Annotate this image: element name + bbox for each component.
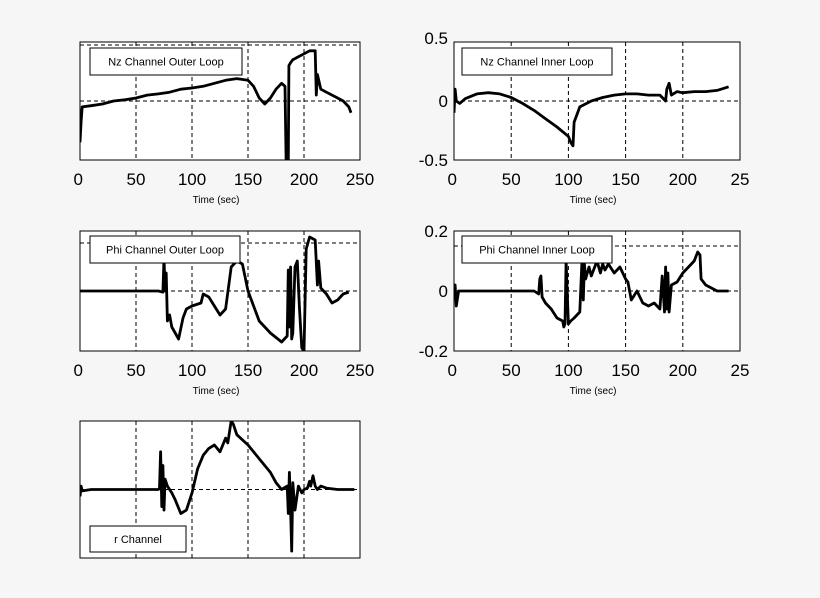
y-tick-label: 0: [439, 282, 448, 301]
legend-label: Phi Channel Inner Loop: [479, 245, 595, 257]
x-tick-label: 50: [127, 170, 146, 189]
x-tick-label: 150: [611, 361, 639, 380]
panel-1: Nz Channel Outer Loop 0 50 100 150 200 250 Time…: [74, 41, 374, 206]
x-tick-label: 150: [611, 170, 639, 189]
legend-box: [461, 235, 613, 264]
x-tick-label: 250: [346, 361, 374, 380]
x-tick-label: 0: [74, 361, 83, 380]
x-tick-label: 200: [290, 361, 318, 380]
axes-frame: [79, 420, 361, 559]
x-tick-label: 250: [346, 170, 374, 189]
legend-box: [461, 47, 613, 76]
x-tick-label: 100: [554, 170, 582, 189]
legend-box: [89, 525, 187, 553]
x-tick-label: 50: [502, 361, 521, 380]
y-tick-label: 0.5: [424, 29, 448, 48]
x-tick-label: 0: [74, 170, 83, 189]
panel-4: Phi Channel Inner Loop 0 50 100 150 200 25 Time…: [419, 222, 750, 397]
series-line: [80, 235, 350, 351]
x-tick-label: 0: [448, 361, 457, 380]
x-tick-label: 200: [290, 170, 318, 189]
panel-3: Phi Channel Outer Loop 0 50 100 150 200 250 Tim…: [74, 230, 374, 397]
x-axis-label: Time (sec): [193, 195, 240, 206]
x-axis-label: Time (sec): [193, 386, 240, 397]
series-line: [454, 81, 730, 148]
panel-2: Nz Channel Inner Loop 0 50 100 150 200 25 Time …: [419, 29, 750, 206]
x-tick-label: 100: [178, 361, 206, 380]
legend-label: Phi Channel Outer Loop: [106, 245, 224, 257]
x-tick-label: 50: [127, 361, 146, 380]
y-tick-label: -0.5: [419, 151, 448, 170]
legend-box: [89, 47, 243, 76]
axes-frame: [453, 230, 741, 352]
y-tick-label: -0.2: [419, 342, 448, 361]
legend-label: r Channel: [114, 534, 162, 546]
panel-5: r Channel: [79, 420, 361, 559]
y-tick-label: 0.2: [424, 222, 448, 241]
x-tick-label: 100: [554, 361, 582, 380]
x-tick-label: 25: [731, 170, 750, 189]
series-line: [80, 421, 355, 553]
axes-frame: [79, 230, 361, 352]
x-tick-label: 200: [669, 170, 697, 189]
y-tick-label: 0: [439, 92, 448, 111]
x-tick-label: 200: [669, 361, 697, 380]
legend-label: Nz Channel Inner Loop: [480, 57, 593, 69]
x-tick-label: 50: [502, 170, 521, 189]
legend-label: Nz Channel Outer Loop: [108, 57, 224, 69]
x-tick-label: 25: [731, 361, 750, 380]
x-axis-label: Time (sec): [570, 195, 617, 206]
x-tick-label: 100: [178, 170, 206, 189]
x-tick-label: 150: [234, 170, 262, 189]
x-tick-label: 0: [448, 170, 457, 189]
x-axis-label: Time (sec): [570, 386, 617, 397]
x-tick-label: 150: [234, 361, 262, 380]
axes-frame: [79, 41, 361, 161]
series-line: [454, 250, 729, 329]
legend-box: [89, 235, 241, 264]
axes-frame: [453, 41, 741, 161]
series-line: [80, 49, 353, 160]
